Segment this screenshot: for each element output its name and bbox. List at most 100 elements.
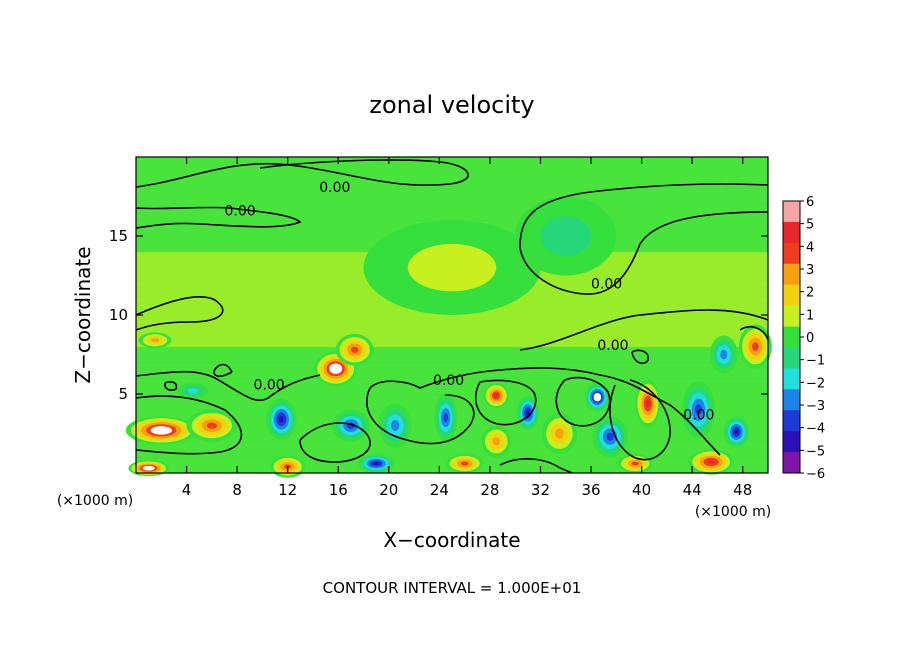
heatmap-cell (391, 420, 400, 432)
contour-line (474, 379, 537, 426)
colorbar-tick-label: 5 (806, 218, 814, 233)
colorbar-tick-label: −3 (806, 399, 825, 414)
heatmap-cell (752, 342, 759, 352)
colorbar-tick-label: −4 (806, 422, 825, 437)
x-axis-ticks: 4 8 12 16 20 24 28 32 36 40 44 48 (182, 157, 752, 499)
colorbar-swatch (783, 410, 800, 432)
colorbar-swatch (783, 201, 800, 223)
heatmap-band (136, 362, 768, 379)
chart-title: zonal velocity (369, 91, 534, 119)
heatmap-cell (407, 243, 497, 292)
colorbar-tick-label: 0 (806, 331, 814, 346)
heatmap-cell (150, 426, 172, 435)
colorbar-swatch (783, 368, 800, 390)
colorbar-swatch (783, 263, 800, 286)
contour-label: 0.00 (319, 180, 350, 196)
y-axis-ticks: 5 10 15 (109, 227, 768, 403)
colorbar-tick-label: 3 (806, 263, 814, 278)
contour-line (213, 363, 233, 377)
colorbar: 6 5 4 3 2 1 0 −1 −2 −3 −4 −5 −6 (782, 195, 825, 482)
heatmap-band (136, 346, 768, 363)
x-unit-right: (×1000 m) (695, 504, 771, 520)
contour-line (631, 349, 650, 365)
x-tick-label: 24 (430, 481, 449, 499)
colorbar-tick-label: −1 (806, 354, 825, 369)
zero-contour-lines (135, 159, 769, 474)
colorbar-swatch (783, 389, 800, 411)
colorbar-swatch (783, 326, 800, 348)
colorbar-tick-label: −2 (806, 376, 825, 391)
contour-line (299, 422, 371, 463)
contour-line (164, 381, 178, 391)
colorbar-tick-label: −6 (806, 467, 825, 482)
x-tick-label: 36 (581, 481, 600, 499)
contour-label: 0.00 (597, 338, 628, 354)
contour-label: 0.00 (591, 276, 622, 292)
y-tick-label: 5 (118, 385, 128, 403)
heatmap-cell (720, 349, 728, 360)
heatmap-cell (525, 410, 530, 416)
y-axis-label: Z−coordinate (71, 246, 95, 383)
heatmap-band (136, 157, 768, 174)
heatmap-cell (492, 437, 501, 446)
contour-line (609, 379, 671, 461)
heatmap-cell (187, 388, 198, 394)
x-tick-label: 8 (232, 481, 242, 499)
contour-line (519, 183, 769, 295)
contour-labels: 0.00 0.00 0.00 0.00 0.00 0.00 0.00 (224, 180, 714, 424)
x-tick-label: 4 (182, 481, 192, 499)
heatmap-cell (593, 392, 602, 402)
x-tick-label: 20 (379, 481, 398, 499)
heatmap-cell (460, 461, 469, 466)
heatmap-cell (631, 461, 639, 466)
heatmap-band (136, 330, 768, 348)
colorbar-tick-label: 6 (806, 195, 814, 210)
x-tick-label: 40 (632, 481, 651, 499)
heatmap-cell (142, 465, 155, 471)
plot-area: 0.000.000.000.000.00 0.000.00 4 8 12 16 20 24 2… (109, 156, 772, 499)
x-unit-left: (×1000 m) (57, 493, 133, 509)
contour-label: 0.00 (224, 204, 255, 220)
heatmap-cell (645, 399, 651, 408)
x-axis-label: X−coordinate (383, 528, 520, 552)
heatmap-band (136, 172, 768, 190)
x-tick-label: 32 (531, 481, 550, 499)
contour-label: 0.00 (433, 373, 464, 389)
heatmap-band (136, 188, 768, 205)
heatmap-cell (206, 422, 217, 429)
heatmap-cell (350, 346, 359, 353)
colorbar-tick-label: 4 (806, 240, 814, 255)
heatmap-cell (734, 429, 739, 435)
contour-line (519, 309, 769, 351)
heatmap-cell (540, 216, 592, 256)
colorbar-swatch (783, 221, 800, 244)
colorbar-swatch (783, 431, 800, 453)
colorbar-swatch (783, 347, 800, 369)
colorbar-swatch (783, 284, 800, 307)
heatmap-band (136, 204, 768, 221)
contour-interval-note: CONTOUR INTERVAL = 1.000E+01 (323, 579, 582, 597)
x-tick-label: 12 (278, 481, 297, 499)
contour-line (135, 206, 302, 229)
heatmap-cell (494, 393, 499, 398)
colorbar-tick-label: 2 (806, 286, 814, 301)
colorbar-swatch (783, 452, 800, 474)
contour-label: 0.00 (683, 408, 714, 424)
heatmap-cell (443, 412, 448, 423)
contour-line (135, 296, 224, 331)
y-tick-label: 10 (109, 306, 128, 324)
colorbar-tick-label: 1 (806, 308, 814, 323)
contour-line (366, 387, 475, 445)
colorbar-swatch (783, 305, 800, 327)
contour-line (739, 325, 769, 341)
heatmap-cell (606, 432, 614, 441)
contour-line (369, 367, 721, 456)
colorbar-tick-label: −5 (806, 444, 825, 459)
heatmap-cell (695, 404, 702, 416)
heatmap-band (136, 315, 768, 332)
x-tick-label: 28 (480, 481, 499, 499)
contour-line (135, 159, 469, 188)
y-tick-label: 15 (109, 227, 128, 245)
colorbar-swatch (783, 242, 800, 265)
